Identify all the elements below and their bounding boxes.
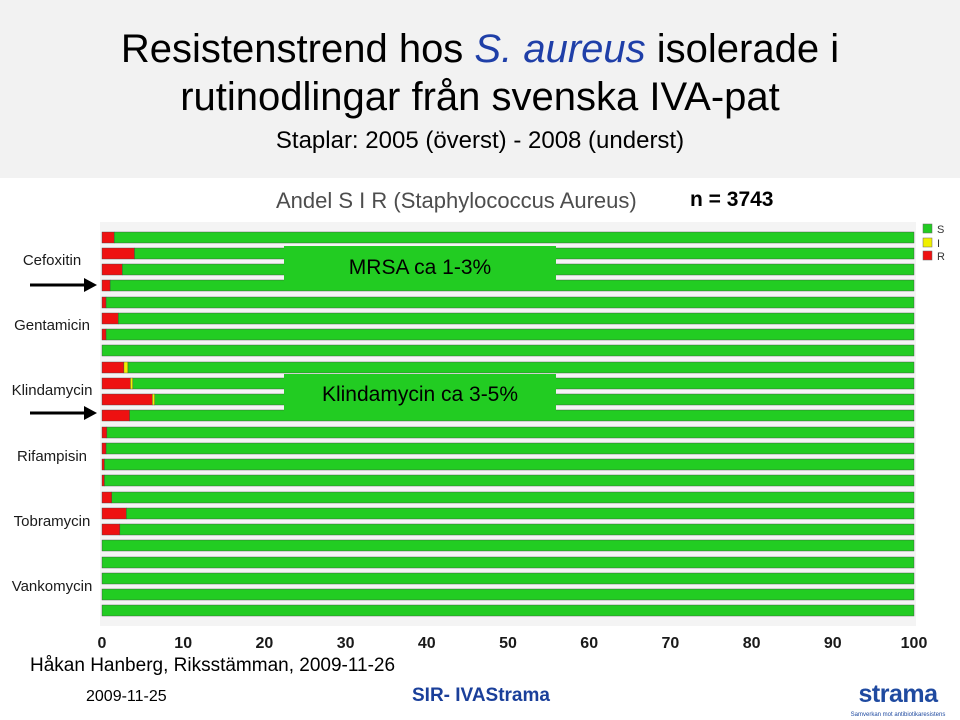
x-tick-label-20: 20 (256, 635, 274, 652)
bar-tobramycin-2006-R (101, 507, 127, 520)
date-footer: 2009-11-25 (86, 688, 167, 705)
center-footer: SIR- IVAStrama (412, 685, 550, 706)
bar-gentamicin-2007-S (105, 328, 915, 341)
strama-logo: strama Samverkan mot antibiotikaresisten… (850, 680, 946, 718)
legend-label-R: R (937, 251, 945, 263)
bar-cefoxitin-2007-R (101, 263, 123, 276)
category-label-gentamicin: Gentamicin (14, 317, 90, 334)
bar-rifampisin-2005-S (106, 426, 915, 439)
category-label-cefoxitin: Cefoxitin (23, 252, 81, 269)
bar-klindamycin-2008-R (101, 409, 130, 422)
bar-klindamycin-2007-R (101, 393, 153, 406)
x-tick-label-30: 30 (337, 635, 355, 652)
bar-gentamicin-2006-R (101, 312, 119, 325)
legend-label-S: S (937, 224, 944, 236)
sample-size-label: n = 3743 (690, 188, 774, 211)
slide-title-line1: Resistenstrend hos S. aureus isolerade i (120, 27, 840, 71)
x-tick-label-40: 40 (418, 635, 436, 652)
x-tick-label-70: 70 (662, 635, 680, 652)
x-tick-label-60: 60 (580, 635, 598, 652)
bar-cefoxitin-2005-S (113, 231, 915, 244)
bar-cefoxitin-2006-R (101, 247, 135, 260)
bar-cefoxitin-2005-R (101, 231, 115, 244)
x-tick-label-0: 0 (98, 635, 107, 652)
x-tick-label-10: 10 (174, 635, 192, 652)
legend-swatch-I (922, 237, 933, 248)
arrow-head-cefoxitin (84, 278, 97, 292)
bar-tobramycin-2008-S (101, 539, 915, 552)
x-tick-label-80: 80 (743, 635, 761, 652)
bar-rifampisin-2006-R (101, 442, 107, 455)
bar-gentamicin-2005-S (105, 296, 915, 309)
bar-rifampisin-2007-S (104, 458, 915, 471)
category-label-rifampisin: Rifampisin (17, 448, 87, 465)
bar-rifampisin-2007-R (101, 458, 105, 471)
arrow-head-klindamycin (84, 406, 97, 420)
bar-gentamicin-2006-S (118, 312, 915, 325)
slide-title-line2: rutinodlingar från svenska IVA-pat (180, 75, 780, 119)
legend-swatch-S (922, 223, 933, 234)
bar-cefoxitin-2008-R (101, 279, 111, 292)
bar-rifampisin-2008-S (104, 474, 915, 487)
slide-subtitle: Staplar: 2005 (överst) - 2008 (underst) (275, 127, 685, 154)
bar-rifampisin-2005-R (101, 426, 108, 439)
bar-tobramycin-2005-R (101, 491, 112, 504)
author-footer: Håkan Hanberg, Riksstämman, 2009-11-26 (30, 655, 396, 676)
bar-gentamicin-2007-R (101, 328, 107, 341)
x-tick-label-50: 50 (499, 635, 517, 652)
bar-klindamycin-2005-S (127, 361, 915, 374)
category-label-tobramycin: Tobramycin (14, 513, 91, 530)
bar-vankomycin-2008-S (101, 604, 915, 617)
klindamycin-annotation: Klindamycin ca 3-5% (284, 374, 556, 412)
bar-tobramycin-2007-S (119, 523, 915, 536)
bar-tobramycin-2007-R (101, 523, 121, 536)
mrsa-annotation: MRSA ca 1-3% (284, 246, 556, 286)
bar-vankomycin-2007-S (101, 588, 915, 601)
bar-tobramycin-2006-S (126, 507, 915, 520)
category-label-vankomycin: Vankomycin (12, 578, 93, 595)
bar-klindamycin-2006-I (130, 377, 134, 390)
bar-klindamycin-2006-R (101, 377, 131, 390)
bar-tobramycin-2005-S (111, 491, 915, 504)
bar-rifampisin-2008-R (101, 474, 105, 487)
bar-klindamycin-2005-I (123, 361, 129, 374)
chart-title: Andel S I R (Staphylococcus Aureus) (276, 188, 637, 213)
legend-label-I: I (937, 238, 940, 250)
x-tick-label-100: 100 (901, 635, 928, 652)
x-tick-label-90: 90 (824, 635, 842, 652)
bar-klindamycin-2007-I (152, 393, 155, 406)
legend-swatch-R (922, 250, 933, 261)
title-area (0, 0, 960, 178)
bar-vankomycin-2005-S (101, 556, 915, 569)
resistance-chart: Cefoxitin Gentamicin Klindamycin Rifampisin… (12, 222, 945, 652)
category-label-klindamycin: Klindamycin (12, 382, 93, 399)
bar-klindamycin-2005-R (101, 361, 125, 374)
bar-gentamicin-2008-S (101, 344, 915, 357)
bar-gentamicin-2005-R (101, 296, 107, 309)
bar-vankomycin-2006-S (101, 572, 915, 585)
bar-rifampisin-2006-S (105, 442, 915, 455)
species-name: S. aureus (474, 27, 646, 71)
